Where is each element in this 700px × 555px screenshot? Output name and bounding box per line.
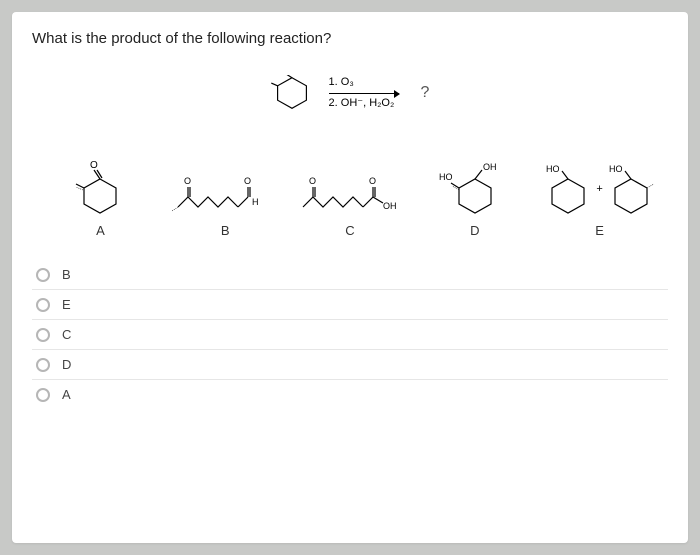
option-e[interactable]: E — [32, 290, 668, 320]
reagent-line2: 2. OH⁻, H₂O₂ — [329, 96, 399, 111]
svg-text:O: O — [369, 176, 376, 186]
structure-c: O O OH — [288, 141, 413, 219]
svg-text:HO: HO — [546, 164, 560, 174]
label-e: E — [537, 223, 662, 238]
option-label: D — [62, 357, 71, 372]
starting-material-hexagon — [271, 75, 313, 111]
svg-text:HO: HO — [439, 172, 453, 182]
option-a[interactable]: A — [32, 380, 668, 409]
structure-b: O O H — [163, 141, 288, 219]
question-text: What is the product of the following rea… — [32, 30, 668, 47]
label-b: B — [163, 223, 288, 238]
answer-structures: O O O H O — [32, 141, 668, 219]
reaction-arrow — [329, 93, 399, 94]
radio-icon[interactable] — [36, 358, 50, 372]
radio-icon[interactable] — [36, 298, 50, 312]
question-mark: ? — [421, 84, 430, 102]
svg-text:OH: OH — [383, 201, 397, 211]
option-label: A — [62, 387, 71, 402]
svg-text:O: O — [244, 176, 251, 186]
radio-icon[interactable] — [36, 268, 50, 282]
svg-text:O: O — [184, 176, 191, 186]
structure-a: O — [38, 141, 163, 219]
svg-text:O: O — [309, 176, 316, 186]
svg-text:HO: HO — [609, 164, 623, 174]
option-c[interactable]: C — [32, 320, 668, 350]
structure-d: OH HO — [412, 141, 537, 219]
label-d: D — [412, 223, 537, 238]
label-a: A — [38, 223, 163, 238]
reagents: 1. O₃ 2. OH⁻, H₂O₂ — [329, 75, 399, 111]
option-label: B — [62, 267, 71, 282]
svg-text:O: O — [90, 160, 98, 171]
structure-e: HO + HO — [537, 141, 662, 219]
radio-icon[interactable] — [36, 388, 50, 402]
reagent-line1: 1. O₃ — [329, 75, 399, 90]
structure-labels: A B C D E — [32, 223, 668, 238]
answer-options: B E C D A — [32, 260, 668, 409]
option-d[interactable]: D — [32, 350, 668, 380]
reaction-scheme: 1. O₃ 2. OH⁻, H₂O₂ ? — [32, 75, 668, 111]
option-b[interactable]: B — [32, 260, 668, 290]
option-label: E — [62, 297, 71, 312]
radio-icon[interactable] — [36, 328, 50, 342]
svg-text:OH: OH — [483, 162, 497, 172]
svg-text:H: H — [252, 197, 259, 207]
label-c: C — [288, 223, 413, 238]
plus-sign: + — [596, 183, 602, 195]
option-label: C — [62, 327, 71, 342]
question-card: What is the product of the following rea… — [12, 12, 688, 543]
